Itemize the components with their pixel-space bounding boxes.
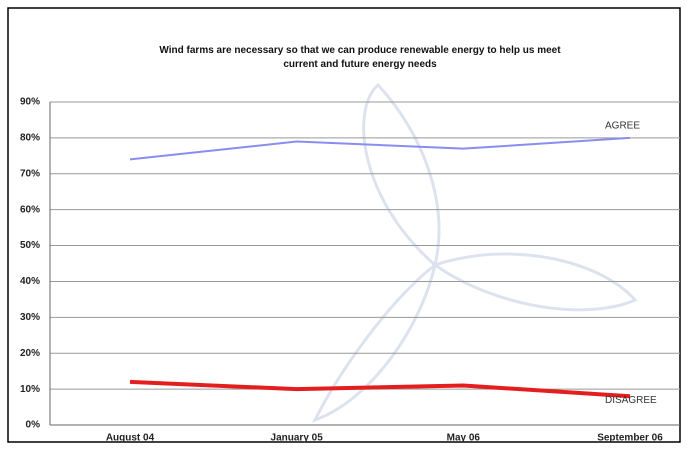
y-tick-label: 90%: [20, 97, 40, 108]
x-tick-label: September 06: [597, 433, 663, 444]
blade: [431, 252, 638, 312]
watermark: [311, 82, 638, 423]
series-label: AGREE: [605, 121, 640, 132]
y-tick-label: 20%: [20, 348, 40, 359]
y-tick-label: 50%: [20, 240, 40, 251]
series-line: [129, 136, 631, 161]
y-tick-label: 60%: [20, 204, 40, 215]
y-tick-label: 80%: [20, 133, 40, 144]
x-tick-label: August 04: [106, 433, 155, 444]
series-label: DISAGREE: [605, 395, 657, 406]
y-tick-label: 0%: [26, 420, 41, 431]
frame: [7, 7, 681, 443]
y-tick-label: 40%: [20, 276, 40, 287]
series-line: [129, 379, 631, 399]
y-tick-label: 30%: [20, 312, 40, 323]
y-tick-label: 70%: [20, 168, 40, 179]
y-tick-label: 10%: [20, 384, 40, 395]
x-tick-label: January 05: [271, 433, 324, 444]
blade: [311, 261, 438, 423]
chart-title: Wind farms are necessary so that we can …: [159, 45, 561, 70]
blade: [362, 82, 441, 268]
x-tick-label: May 06: [447, 433, 481, 444]
